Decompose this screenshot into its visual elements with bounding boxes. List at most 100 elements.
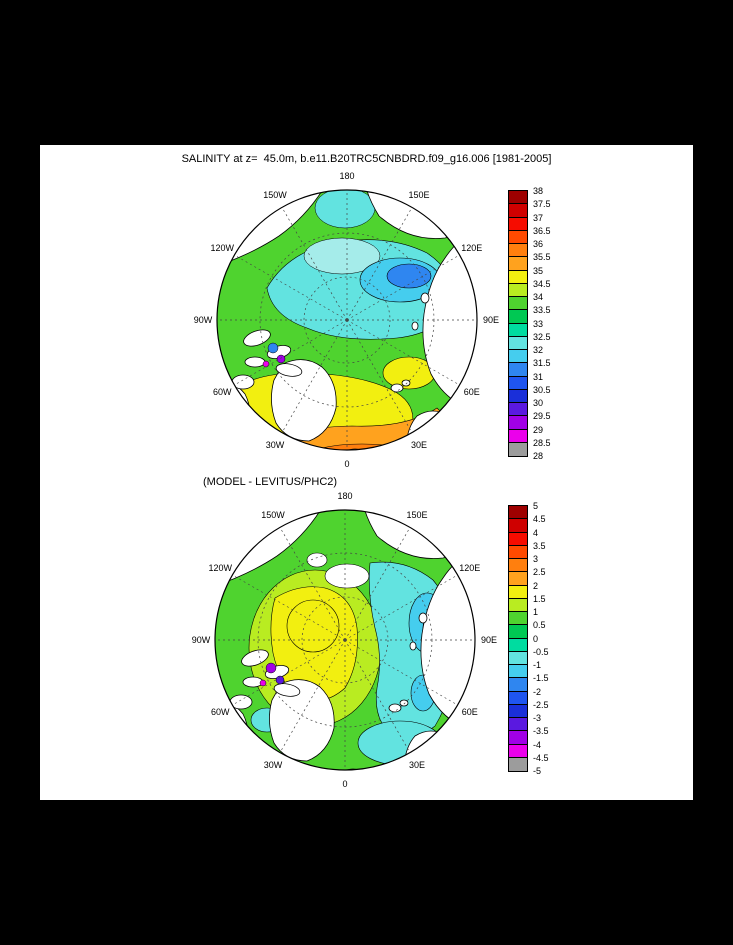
colorbar-cell	[509, 625, 527, 639]
colorbar-cell	[509, 204, 527, 218]
colorbar-cell	[509, 744, 527, 758]
lon-label-30W: 30W	[265, 439, 285, 450]
lon-label-30E: 30E	[410, 439, 428, 450]
colorbar-cell	[509, 442, 527, 456]
lon-label-150W: 150W	[261, 510, 285, 521]
figure-title: SALINITY at z= 45.0m, b.e11.B20TRC5CNBDR…	[181, 153, 552, 165]
lon-label-60W: 60W	[213, 387, 232, 397]
colorbar-cell	[509, 651, 527, 665]
colorbar-tick-label: 30.5	[533, 384, 551, 395]
lon-label-90E: 90E	[482, 315, 500, 325]
colorbar-tick-label: 28	[533, 451, 544, 461]
colorbar-cell	[509, 757, 527, 771]
colorbar-tick-label: -4.5	[533, 752, 549, 763]
difference-map-title: (MODEL - LEVITUS/PHC2)	[203, 476, 338, 488]
colorbar-cell	[509, 429, 527, 443]
colorbar-tick-label: 32.5	[533, 331, 551, 342]
colorbar-tick-label: 34.5	[533, 278, 551, 289]
colorbar-cell	[509, 691, 527, 705]
colorbar-tick-label: 2	[533, 580, 539, 591]
lon-label-120E: 120E	[459, 563, 481, 573]
lon-label-180: 180	[339, 171, 355, 181]
colorbar-tick-label: 34	[533, 292, 544, 302]
colorbar-cell	[509, 323, 527, 337]
lon-label-60E: 60E	[461, 707, 478, 717]
colorbar-cell	[509, 363, 527, 377]
colorbar-tick-label: 31	[533, 371, 544, 382]
colorbar-cell	[509, 310, 527, 324]
colorbar-tick-label: 30	[533, 398, 544, 408]
colorbar-difference-labels: 5 4.5 4 3.5 3 2.5 2 1.5 1 0.5 0 -0.5 -1 -1.5 -2 -2.5 -3 -…	[533, 501, 573, 776]
colorbar-tick-label: -4	[533, 739, 542, 750]
colorbar-tick-label: 29.5	[533, 411, 551, 422]
colorbar-cell	[509, 297, 527, 311]
colorbar-cell	[509, 244, 527, 258]
lon-label-180: 180	[337, 491, 353, 501]
colorbar-cell	[509, 532, 527, 546]
colorbar-cell	[509, 612, 527, 626]
lon-label-120W: 120W	[210, 243, 235, 253]
map-salinity-plot	[216, 189, 478, 451]
lon-label-150W: 150W	[263, 190, 287, 201]
lon-label-0: 0	[344, 459, 350, 469]
colorbar-cell	[509, 559, 527, 573]
colorbar-salinity-labels: 38 37.5 37 36.5 36 35.5 35 34.5 34 33.5 33 32.5 32 31…	[533, 186, 573, 461]
colorbar-cell	[509, 389, 527, 403]
lon-label-90W: 90W	[191, 635, 211, 645]
colorbar-difference-cells	[508, 505, 528, 772]
colorbar-cell	[509, 376, 527, 390]
colorbar-cell	[509, 638, 527, 652]
colorbar-cell	[509, 598, 527, 612]
colorbar-cell	[509, 718, 527, 732]
colorbar-cell	[509, 519, 527, 533]
graticule	[215, 510, 475, 770]
lon-label-150E: 150E	[408, 190, 430, 201]
lon-label-60W: 60W	[211, 707, 230, 717]
colorbar-tick-label: 33	[533, 318, 544, 329]
colorbar-tick-label: 36.5	[533, 225, 551, 236]
colorbar-cell	[509, 270, 527, 284]
lon-label-90E: 90E	[480, 635, 498, 645]
colorbar-cell	[509, 572, 527, 586]
colorbar-tick-label: 29	[533, 424, 544, 435]
colorbar-tick-label: 28.5	[533, 437, 551, 448]
colorbar-tick-label: 37	[533, 212, 544, 223]
colorbar-tick-label: -2	[533, 686, 542, 697]
lon-label-0: 0	[342, 779, 348, 789]
colorbar-cell	[509, 336, 527, 350]
colorbar-tick-label: -2.5	[533, 699, 549, 710]
colorbar-tick-label: 4	[533, 527, 539, 538]
colorbar-tick-label: 1	[533, 607, 539, 617]
lon-label-60E: 60E	[463, 387, 480, 397]
colorbar-tick-label: -1	[533, 660, 542, 670]
colorbar-cell	[509, 545, 527, 559]
colorbar-cell	[509, 350, 527, 364]
lon-label-150E: 150E	[406, 510, 428, 521]
colorbar-tick-label: 37.5	[533, 199, 551, 210]
colorbar-tick-label: 35.5	[533, 252, 551, 263]
colorbar-tick-label: 4.5	[533, 514, 546, 525]
colorbar-tick-label: -0.5	[533, 646, 549, 657]
colorbar-cell	[509, 506, 527, 520]
colorbar-tick-label: 0.5	[533, 620, 546, 631]
colorbar-tick-label: 3	[533, 554, 539, 564]
colorbar-tick-label: 2.5	[533, 567, 546, 578]
colorbar-tick-label: 36	[533, 239, 544, 249]
colorbar-tick-label: -3.5	[533, 726, 549, 737]
map-boundary-circle	[214, 509, 476, 771]
colorbar-cell	[509, 678, 527, 692]
map-boundary-circle	[216, 189, 478, 451]
colorbar-cell	[509, 416, 527, 430]
colorbar-cell	[509, 403, 527, 417]
map-difference: 180 150E 120E 90E 60E 30E 0 30W 60W 90W 120W 150W	[155, 488, 535, 800]
colorbar-tick-label: 38	[533, 186, 544, 196]
colorbar-cell	[509, 283, 527, 297]
colorbar-tick-label: 3.5	[533, 540, 546, 551]
colorbar-tick-label: -1.5	[533, 673, 549, 684]
colorbar-tick-label: 35	[533, 265, 544, 276]
lon-label-120W: 120W	[208, 563, 233, 573]
colorbar-cell	[509, 665, 527, 679]
map-salinity: 180 150E 120E 90E 60E 30E 0 30W 60W 90W 120W 150W	[157, 168, 537, 480]
colorbar-tick-label: 1.5	[533, 593, 546, 604]
